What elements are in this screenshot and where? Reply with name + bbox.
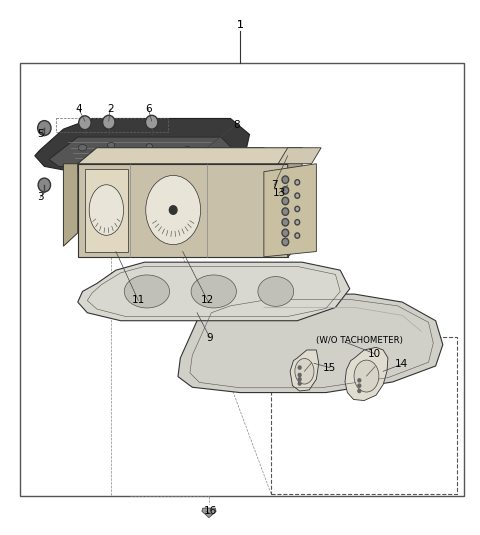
Circle shape: [358, 379, 361, 382]
Ellipse shape: [89, 185, 123, 235]
Ellipse shape: [124, 275, 169, 308]
Circle shape: [79, 116, 91, 129]
Ellipse shape: [295, 358, 314, 384]
Text: 16: 16: [204, 506, 217, 516]
Polygon shape: [35, 118, 250, 172]
Circle shape: [169, 206, 177, 215]
Text: 14: 14: [395, 360, 408, 369]
Ellipse shape: [108, 142, 115, 148]
Bar: [21, 63, 464, 496]
Circle shape: [295, 180, 300, 185]
Polygon shape: [202, 508, 216, 518]
Polygon shape: [288, 148, 302, 257]
Ellipse shape: [78, 144, 87, 151]
Text: 1: 1: [237, 20, 243, 30]
Circle shape: [298, 373, 301, 377]
Text: 10: 10: [368, 349, 381, 359]
Circle shape: [295, 207, 300, 212]
Circle shape: [282, 176, 288, 184]
Circle shape: [295, 219, 300, 225]
Text: 4: 4: [75, 104, 82, 114]
Circle shape: [282, 197, 288, 205]
Circle shape: [282, 208, 288, 216]
Circle shape: [38, 178, 50, 192]
Text: 3: 3: [37, 192, 44, 202]
Polygon shape: [78, 148, 302, 164]
Polygon shape: [78, 148, 288, 180]
Polygon shape: [49, 137, 235, 166]
Circle shape: [298, 366, 301, 369]
Circle shape: [37, 120, 51, 135]
Text: 7: 7: [271, 180, 277, 190]
Polygon shape: [264, 164, 316, 257]
Ellipse shape: [94, 154, 100, 158]
Polygon shape: [290, 350, 319, 391]
Bar: [271, 337, 457, 494]
Ellipse shape: [184, 147, 191, 151]
Circle shape: [358, 384, 361, 387]
Text: 15: 15: [323, 363, 336, 372]
Circle shape: [295, 193, 300, 198]
Text: 2: 2: [107, 104, 113, 114]
Polygon shape: [85, 169, 128, 251]
Circle shape: [282, 187, 288, 194]
Circle shape: [282, 218, 288, 226]
Ellipse shape: [127, 152, 133, 157]
Text: 11: 11: [132, 295, 145, 305]
Circle shape: [282, 238, 288, 246]
Polygon shape: [63, 164, 78, 246]
Circle shape: [103, 115, 115, 129]
Circle shape: [358, 389, 361, 393]
Text: (W/O TACHOMETER): (W/O TACHOMETER): [316, 335, 403, 345]
Text: 13: 13: [273, 188, 286, 198]
Text: 6: 6: [145, 104, 152, 114]
Polygon shape: [178, 294, 443, 393]
Circle shape: [298, 382, 301, 385]
Ellipse shape: [146, 175, 201, 244]
Text: 8: 8: [233, 120, 240, 130]
Polygon shape: [345, 347, 388, 401]
Circle shape: [145, 115, 158, 129]
Polygon shape: [78, 262, 350, 320]
Circle shape: [298, 378, 301, 381]
Circle shape: [295, 233, 300, 238]
Ellipse shape: [354, 360, 379, 392]
Circle shape: [282, 229, 288, 236]
Text: 1: 1: [237, 20, 243, 30]
Text: 5: 5: [37, 129, 44, 140]
Text: 9: 9: [206, 333, 213, 343]
Polygon shape: [278, 148, 321, 164]
Ellipse shape: [191, 275, 237, 308]
Ellipse shape: [146, 144, 153, 149]
Polygon shape: [78, 164, 288, 257]
Ellipse shape: [258, 277, 294, 307]
Text: 12: 12: [201, 295, 214, 305]
